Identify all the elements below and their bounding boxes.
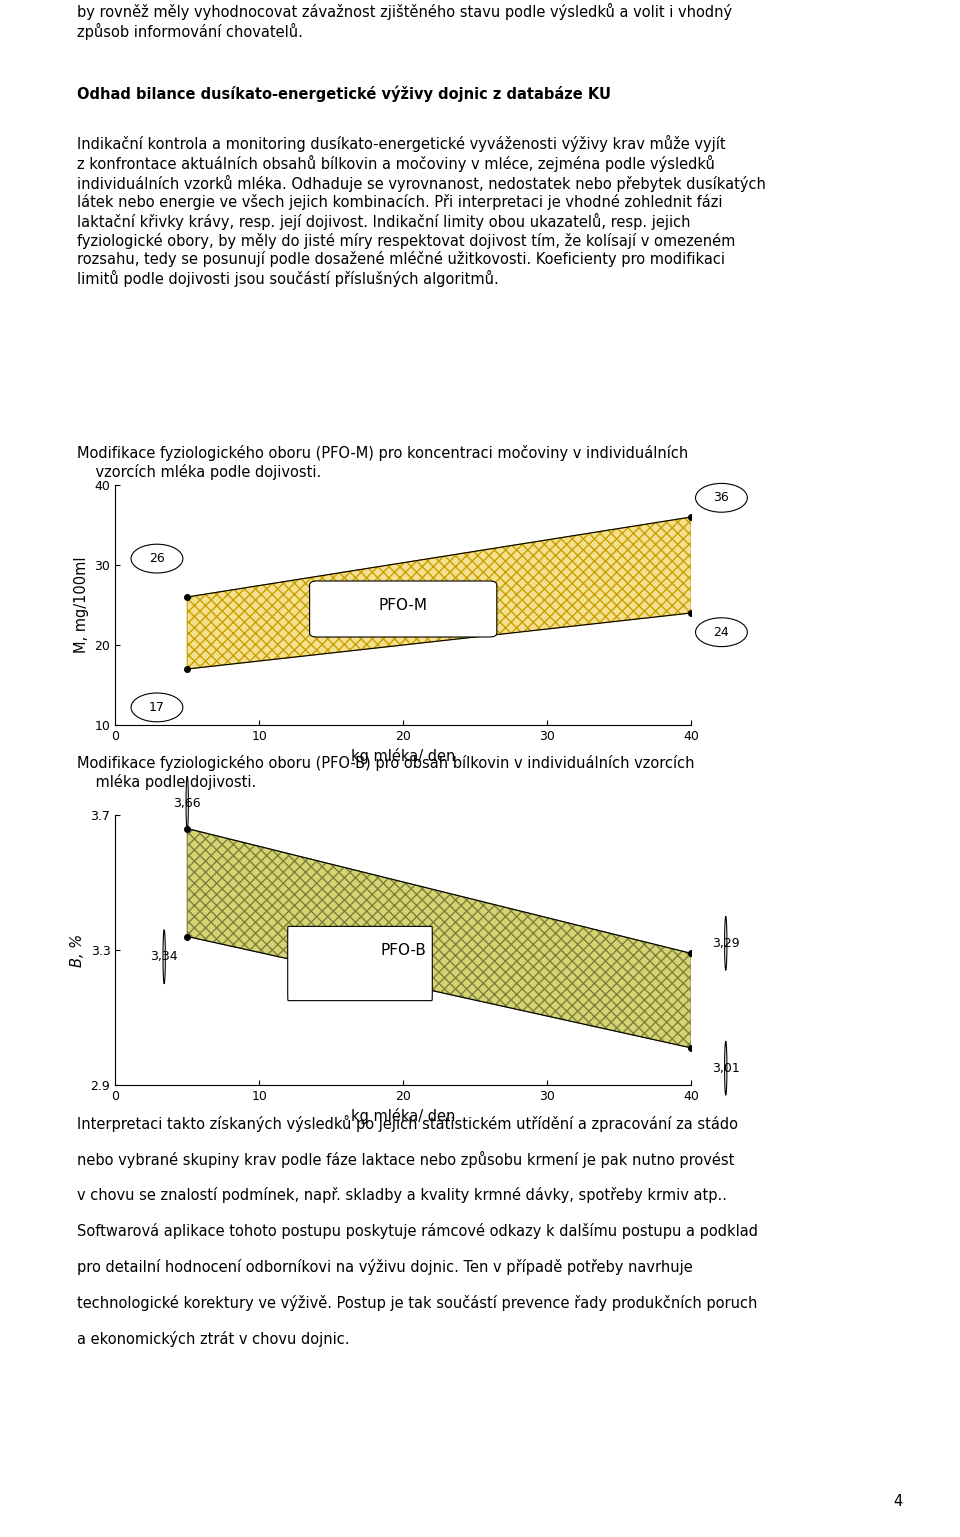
Text: a ekonomických ztrát v chovu dojnic.: a ekonomických ztrát v chovu dojnic. bbox=[77, 1331, 349, 1346]
X-axis label: kg mléka/ den: kg mléka/ den bbox=[351, 1108, 455, 1125]
Text: Interpretaci takto získaných výsledků po jejich statistickém utřídění a zpracová: Interpretaci takto získaných výsledků po… bbox=[77, 1114, 738, 1133]
FancyBboxPatch shape bbox=[288, 927, 432, 1001]
Circle shape bbox=[725, 1041, 727, 1096]
Text: PFO-B: PFO-B bbox=[380, 942, 426, 958]
Text: Modifikace fyziologického oboru (PFO-M) pro koncentraci močoviny v individuálníc: Modifikace fyziologického oboru (PFO-M) … bbox=[77, 446, 688, 480]
Y-axis label: B, %: B, % bbox=[70, 933, 84, 967]
Text: 3,01: 3,01 bbox=[712, 1062, 739, 1074]
Text: Indikační kontrola a monitoring dusíkato-energetické vyváženosti výživy krav můž: Indikační kontrola a monitoring dusíkato… bbox=[77, 135, 766, 287]
Text: pro detailní hodnocení odborníkovi na výživu dojnic. Ten v případě potřeby navrh: pro detailní hodnocení odborníkovi na vý… bbox=[77, 1259, 692, 1276]
Text: nebo vybrané skupiny krav podle fáze laktace nebo způsobu krmení je pak nutno pr: nebo vybrané skupiny krav podle fáze lak… bbox=[77, 1151, 734, 1168]
Text: 4: 4 bbox=[893, 1494, 902, 1509]
Polygon shape bbox=[187, 828, 691, 1048]
Text: 3,34: 3,34 bbox=[151, 950, 178, 964]
Circle shape bbox=[163, 930, 165, 984]
Text: Modifikace fyziologického oboru (PFO-B) pro obsah bílkovin v individuálních vzor: Modifikace fyziologického oboru (PFO-B) … bbox=[77, 755, 694, 790]
Text: 24: 24 bbox=[713, 626, 730, 639]
Polygon shape bbox=[187, 516, 691, 669]
Circle shape bbox=[696, 618, 748, 647]
X-axis label: kg mléka/ den: kg mléka/ den bbox=[351, 749, 455, 764]
Text: technologické korektury ve výživě. Postup je tak součástí prevence řady produkčn: technologické korektury ve výživě. Postu… bbox=[77, 1296, 757, 1311]
Text: 17: 17 bbox=[149, 701, 165, 713]
Text: by rovněž měly vyhodnocovat závažnost zjištěného stavu podle výsledků a volit i : by rovněž měly vyhodnocovat závažnost zj… bbox=[77, 3, 732, 40]
Y-axis label: M, mg/100ml: M, mg/100ml bbox=[74, 556, 89, 653]
Circle shape bbox=[131, 544, 182, 573]
Text: 3,66: 3,66 bbox=[174, 796, 201, 810]
Circle shape bbox=[131, 693, 182, 722]
Text: PFO-M: PFO-M bbox=[378, 598, 428, 613]
Circle shape bbox=[696, 484, 748, 512]
Text: 3,29: 3,29 bbox=[712, 936, 739, 950]
Text: 36: 36 bbox=[713, 492, 730, 504]
Circle shape bbox=[725, 916, 727, 970]
Text: v chovu se znalostí podmínek, např. skladby a kvality krmné dávky, spotřeby krmi: v chovu se znalostí podmínek, např. skla… bbox=[77, 1187, 727, 1203]
Text: 26: 26 bbox=[149, 552, 165, 566]
Text: Odhad bilance dusíkato-energetické výživy dojnic z databáze KU: Odhad bilance dusíkato-energetické výživ… bbox=[77, 85, 611, 101]
Circle shape bbox=[186, 776, 188, 830]
Text: Softwarová aplikace tohoto postupu poskytuje rámcové odkazy k dalšímu postupu a : Softwarová aplikace tohoto postupu posky… bbox=[77, 1223, 757, 1239]
FancyBboxPatch shape bbox=[309, 581, 497, 636]
